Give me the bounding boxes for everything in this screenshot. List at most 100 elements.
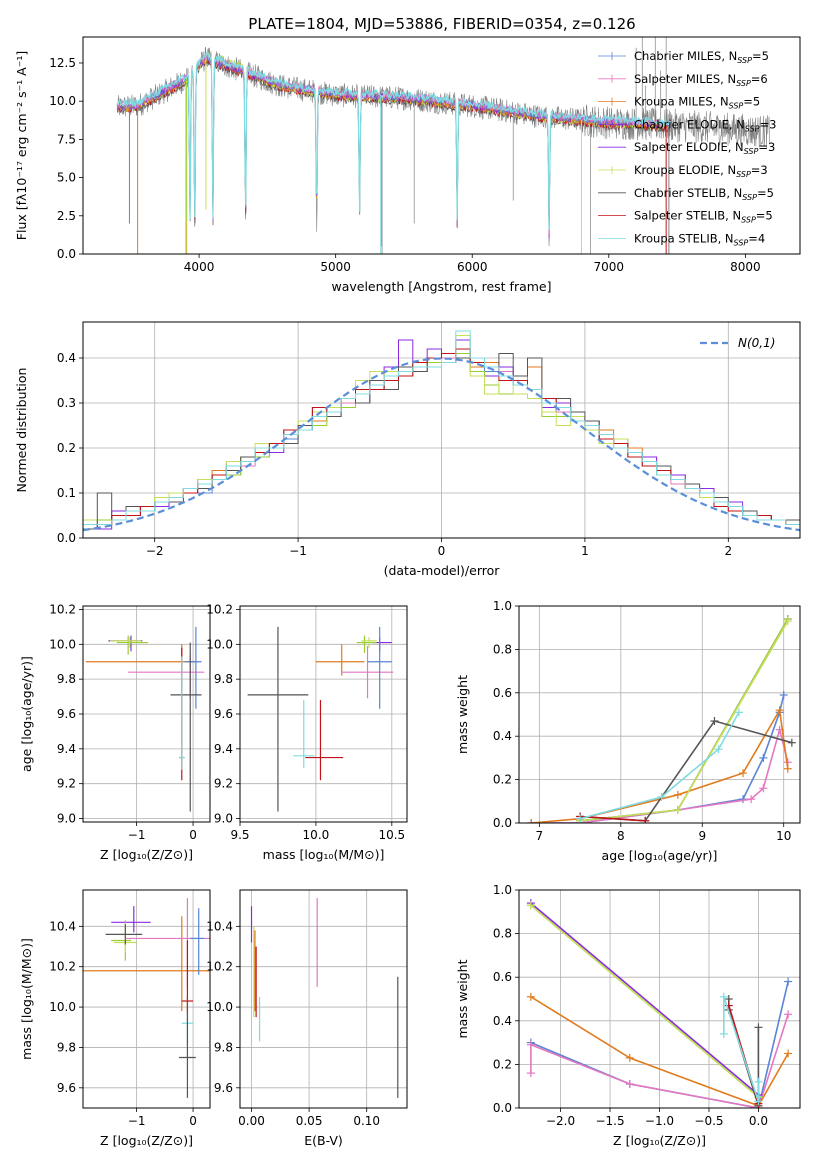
axes-frame <box>239 605 408 823</box>
errorbar-chabrier_elodie <box>111 906 151 933</box>
y-tick-label: 9.8 <box>214 1040 233 1054</box>
x-tick-label: −1.5 <box>595 1114 624 1128</box>
y-tick-label: 10.0 <box>206 637 233 651</box>
legend-label-tail: =3 <box>758 140 775 154</box>
panel-mass_vs_ebv: 0.00 0.05 0.10 9.6 9.8 10.0 10.2 10.4 E(B-V) <box>206 889 408 1148</box>
y-tick-label: 0.0 <box>493 1101 512 1115</box>
errorbar-chabrier_stelib <box>105 924 143 945</box>
y-tick-label: 0.3 <box>57 396 76 410</box>
model-spectrum-kroupa_stelib <box>116 50 671 230</box>
legend-label-tail: =3 <box>760 117 777 131</box>
legend-label-main: Chabrier MILES, N <box>634 49 737 63</box>
x-tick-label: 10 <box>776 829 791 843</box>
plot-area <box>526 899 793 1108</box>
errorbar-kroupa_miles <box>83 916 210 1012</box>
series-kroupa_stelib <box>723 996 760 1102</box>
axes-frame <box>518 889 801 1109</box>
y-tick-label: 0.4 <box>493 1014 512 1028</box>
legend-label: Kroupa STELIB, NSSP=4 <box>634 231 765 247</box>
legend-label-main: Salpeter STELIB, N <box>634 209 741 223</box>
x-axis-label: (data-model)/error <box>384 563 501 578</box>
plot-area <box>116 37 771 254</box>
legend-label: Chabrier MILES, NSSP=5 <box>634 49 769 65</box>
y-tick-label: 9.2 <box>214 777 233 791</box>
errorbar-salpeter_stelib <box>305 700 344 781</box>
legend-label-sub: SSP <box>736 170 751 179</box>
y-tick-label: 10.2 <box>206 602 233 616</box>
errorbar-kroupa_elodie <box>110 637 142 648</box>
legend-label-sub: SSP <box>734 238 749 247</box>
y-axis-label: mass weight <box>455 675 470 754</box>
legend-label-sub: SSP <box>737 56 752 65</box>
x-tick-label: 0.05 <box>296 1114 323 1128</box>
legend-label-tail: =5 <box>743 95 760 109</box>
y-tick-label: 10.4 <box>206 919 233 933</box>
plot-area <box>247 626 394 812</box>
x-axis-label: Z [log₁₀(Z/Z⊙)] <box>100 847 193 862</box>
y-tick-label: 0.2 <box>57 441 76 455</box>
errorbar-salpeter_miles <box>341 646 394 699</box>
x-axis-label: wavelength [Angstrom, rest frame] <box>331 279 551 294</box>
x-tick-label: 0.10 <box>353 1114 380 1128</box>
legend-label-main: Salpeter MILES, N <box>634 72 736 86</box>
x-tick-label: 9 <box>698 829 706 843</box>
x-tick-label: 0.0 <box>749 1114 768 1128</box>
x-tick-label: −2 <box>146 544 164 558</box>
plot-area <box>85 626 205 812</box>
histogram-kroupa_stelib <box>83 330 800 525</box>
x-tick-label: 0 <box>438 544 446 558</box>
legend-label: Salpeter MILES, NSSP=6 <box>634 72 768 88</box>
series-kroupa_miles <box>530 996 789 1107</box>
series-kroupa_miles <box>531 707 789 823</box>
y-tick-label: 0.4 <box>57 351 76 365</box>
y-tick-label: 0.0 <box>57 531 76 545</box>
x-axis-label: Z [log₁₀(Z/Z⊙)] <box>613 1133 706 1148</box>
x-tick-label: 0 <box>189 828 197 842</box>
x-tick-label: 6000 <box>457 260 488 274</box>
x-tick-label: 0 <box>189 1114 197 1128</box>
y-tick-label: 0.6 <box>493 970 512 984</box>
errorbar-salpeter_elodie <box>356 635 377 654</box>
x-tick-label: −2.0 <box>546 1114 575 1128</box>
legend-label: Chabrier ELODIE, NSSP=3 <box>634 117 776 133</box>
y-tick-label: 10.2 <box>49 602 76 616</box>
legend-label-main: Kroupa STELIB, N <box>634 231 734 245</box>
y-tick-label: 0.0 <box>493 816 512 830</box>
y-tick-label: 5.0 <box>57 171 76 185</box>
y-tick-label: 10.2 <box>206 960 233 974</box>
y-tick-label: 10.0 <box>206 1000 233 1014</box>
legend-label: Kroupa ELODIE, NSSP=3 <box>634 163 768 179</box>
y-tick-label: 0.1 <box>57 486 76 500</box>
y-tick-label: 9.8 <box>57 1040 76 1054</box>
errorbar-salpeter_elodie <box>116 635 148 655</box>
series-kroupa_stelib <box>579 711 740 820</box>
legend-label-sub: SSP <box>741 216 756 225</box>
x-tick-label: 1 <box>581 544 589 558</box>
legend-label-tail: =5 <box>752 49 769 63</box>
legend-label: Salpeter ELODIE, NSSP=3 <box>634 140 775 156</box>
y-tick-label: 9.4 <box>57 742 76 756</box>
y-tick-label: 10.0 <box>49 1000 76 1014</box>
y-tick-label: 9.0 <box>57 812 76 826</box>
y-tick-label: 0.2 <box>493 773 512 787</box>
x-axis-label: mass [log₁₀(M/M⊙)] <box>263 847 385 862</box>
y-tick-label: 10.0 <box>49 637 76 651</box>
legend-label-sub: SSP <box>729 102 744 111</box>
x-tick-label: −1.0 <box>645 1114 674 1128</box>
y-tick-label: 0.8 <box>493 642 512 656</box>
panel-spectrum: 4000 5000 6000 7000 8000 0.0 2.5 5.0 7.5 10.0 12.5… <box>14 36 801 294</box>
y-tick-label: 9.6 <box>214 1081 233 1095</box>
legend-label-tail: =6 <box>751 72 768 86</box>
legend-label-main: Salpeter ELODIE, N <box>634 140 744 154</box>
x-tick-label: −1 <box>128 1114 146 1128</box>
errorbar-kroupa_elodie <box>361 637 377 648</box>
y-tick-label: 9.8 <box>57 672 76 686</box>
panel-age_vs_mass: 9.5 10.0 10.5 9.0 9.2 9.4 9.6 9.8 10.0 10.2 mass [… <box>206 602 408 862</box>
y-tick-label: 9.6 <box>214 707 233 721</box>
figure-title: PLATE=1804, MJD=53886, FIBERID=0354, z=0… <box>248 15 635 33</box>
y-tick-label: 0.0 <box>57 247 76 261</box>
legend-label-sub: SSP <box>744 147 759 156</box>
y-axis-label: Normed distribution <box>14 368 29 493</box>
plot-area <box>83 898 210 1098</box>
